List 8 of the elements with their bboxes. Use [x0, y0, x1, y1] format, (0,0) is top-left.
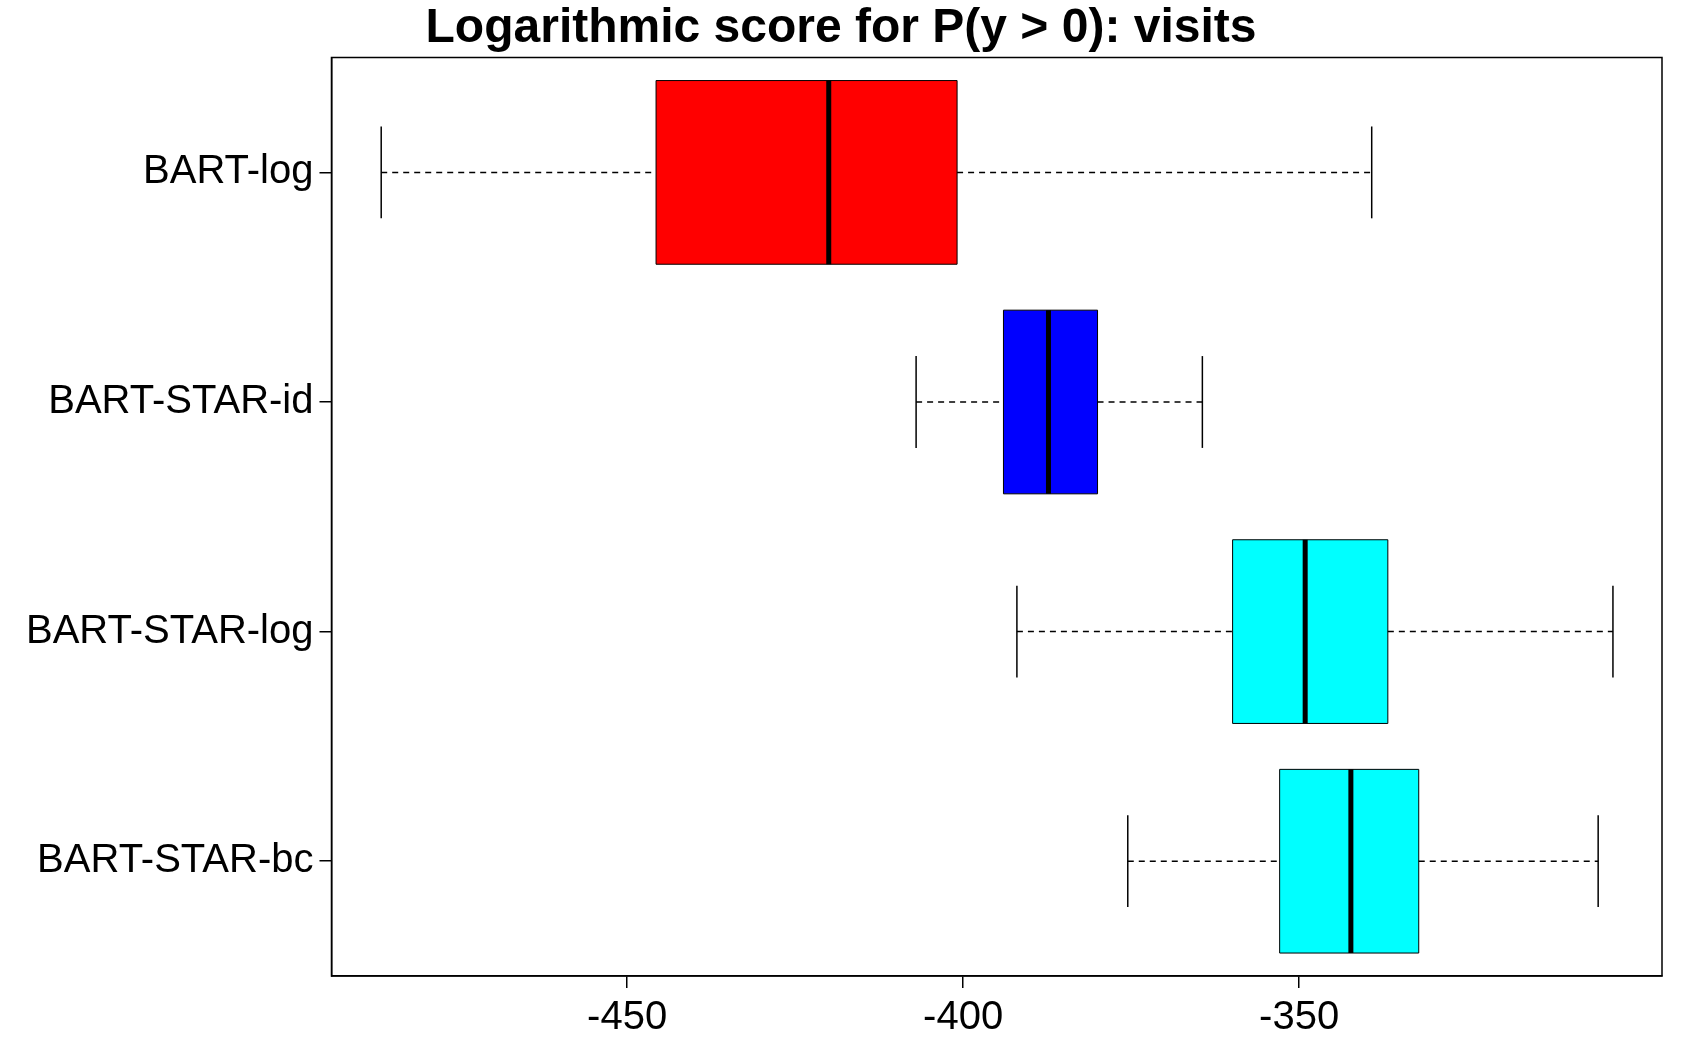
y-tick-label: BART-STAR-id: [48, 377, 314, 422]
y-tick-label: BART-log: [143, 147, 314, 192]
x-tick-label: -450: [587, 993, 668, 1038]
x-tick-label: -350: [1259, 993, 1340, 1038]
y-tick-label: BART-STAR-log: [26, 606, 314, 651]
chart-title: Logarithmic score for P(y > 0): visits: [425, 0, 1257, 53]
y-tick-label: BART-STAR-bc: [37, 836, 314, 881]
x-tick-label: -400: [923, 993, 1004, 1038]
